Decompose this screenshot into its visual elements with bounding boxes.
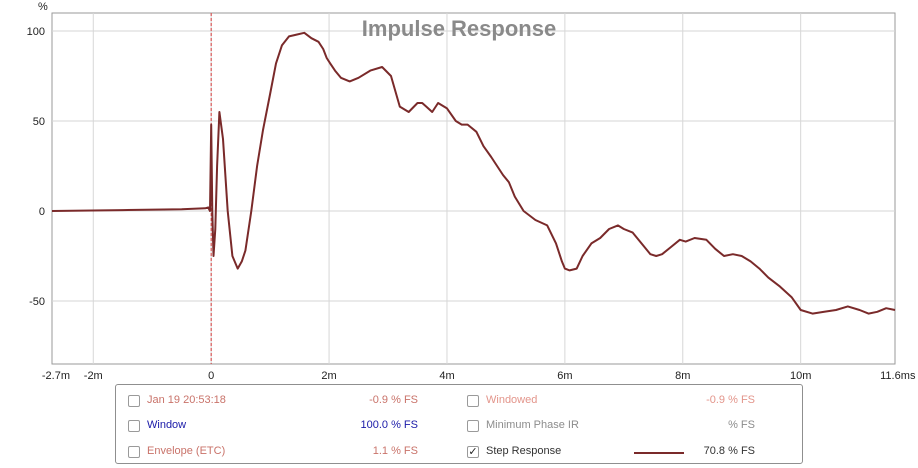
- measurement-label: Jan 19 20:53:18: [147, 394, 226, 406]
- legend-panel: Jan 19 20:53:18 -0.9 % FS Window 100.0 %…: [115, 384, 803, 464]
- minimum-phase-value: % FS: [728, 419, 755, 431]
- step-response-label: Step Response: [486, 445, 562, 457]
- x-tick-label: -2m: [84, 370, 103, 382]
- plot-area: [51, 12, 896, 365]
- window-checkbox[interactable]: [128, 420, 140, 432]
- envelope-value: 1.1 % FS: [372, 445, 418, 457]
- series-layer: [51, 31, 896, 315]
- minimum-phase-label: Minimum Phase IR: [486, 419, 579, 431]
- y-axis-ticks: 100 50 0 -50: [27, 26, 45, 308]
- y-tick-label: 0: [39, 206, 45, 218]
- x-tick-label: 8m: [675, 370, 690, 382]
- legend-item-minimum-phase[interactable]: Minimum Phase IR % FS: [467, 417, 755, 435]
- x-tick-label: -2.7m: [42, 370, 70, 382]
- minimum-phase-checkbox[interactable]: [467, 420, 479, 432]
- windowed-value: -0.9 % FS: [706, 394, 755, 406]
- x-axis-ticks: -2.7m -2m 0 2m 4m 6m 8m 10m 11.6m: [42, 370, 910, 382]
- x-tick-label: 0: [208, 370, 214, 382]
- step-response-value: 70.8 % FS: [703, 445, 755, 457]
- legend-item-window[interactable]: Window 100.0 % FS: [128, 417, 418, 435]
- windowed-label: Windowed: [486, 394, 538, 406]
- y-tick-label: 50: [33, 116, 45, 128]
- envelope-label: Envelope (ETC): [147, 445, 226, 457]
- grid-lines: [52, 13, 895, 364]
- y-tick-label: -50: [29, 296, 45, 308]
- window-value: 100.0 % FS: [360, 419, 418, 431]
- x-tick-label: 10m: [790, 370, 811, 382]
- legend-item-measurement[interactable]: Jan 19 20:53:18 -0.9 % FS: [128, 392, 418, 410]
- x-tick-label: 4m: [439, 370, 454, 382]
- x-axis-unit-label: s: [910, 370, 916, 382]
- legend-item-envelope[interactable]: Envelope (ETC) 1.1 % FS: [128, 443, 418, 461]
- x-tick-label: 11.6m: [880, 370, 910, 382]
- legend-item-windowed[interactable]: Windowed -0.9 % FS: [467, 392, 755, 410]
- step-response-line-swatch: [634, 452, 684, 454]
- envelope-checkbox[interactable]: [128, 446, 140, 458]
- legend-item-step-response[interactable]: ✓ Step Response 70.8 % FS: [467, 443, 755, 461]
- x-tick-label: 6m: [557, 370, 572, 382]
- impulse-response-chart: % Impulse Response -2.7m -2m 0 2m 4m 6m 8m 10m 1…: [27, 1, 916, 382]
- measurement-value: -0.9 % FS: [369, 394, 418, 406]
- y-axis-unit-label: %: [38, 1, 48, 13]
- x-tick-label: 2m: [321, 370, 336, 382]
- series-line-step-response: [51, 31, 896, 315]
- measurement-checkbox[interactable]: [128, 395, 140, 407]
- window-label: Window: [147, 419, 187, 431]
- step-response-checkbox[interactable]: ✓: [467, 446, 479, 458]
- windowed-checkbox[interactable]: [467, 395, 479, 407]
- chart-title: Impulse Response: [362, 16, 556, 41]
- y-tick-label: 100: [27, 26, 45, 38]
